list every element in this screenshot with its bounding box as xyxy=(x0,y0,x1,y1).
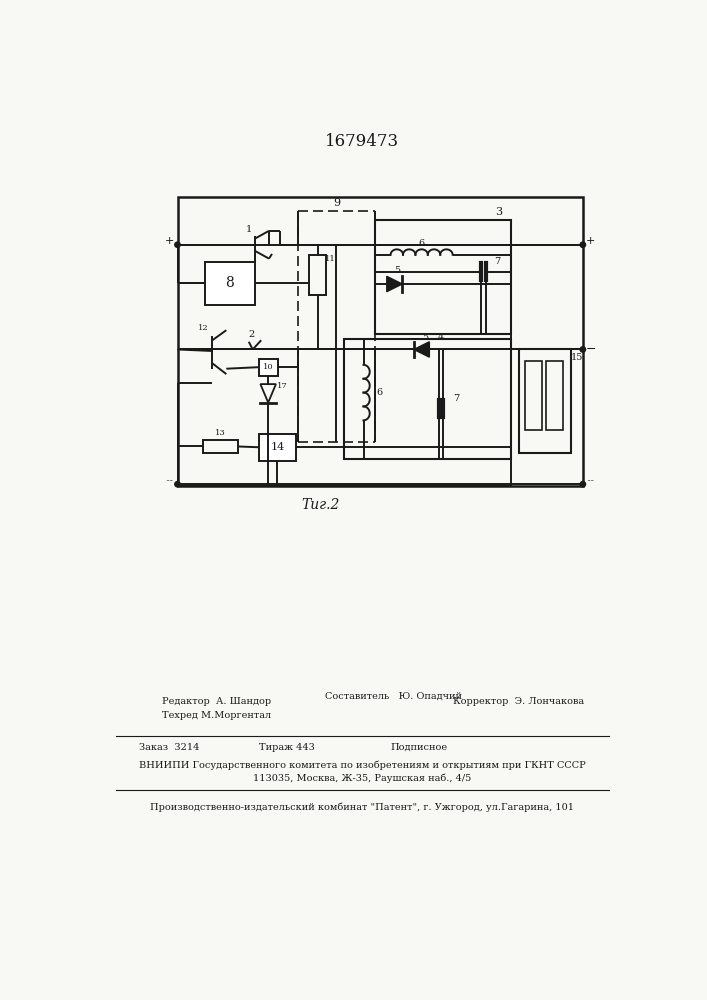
Bar xyxy=(547,361,563,430)
Text: 5: 5 xyxy=(394,266,400,275)
Text: Составитель   Ю. Опадчий: Составитель Ю. Опадчий xyxy=(325,691,462,700)
Text: 6: 6 xyxy=(419,239,425,248)
Text: ВНИИПИ Государственного комитета по изобретениям и открытиям при ГКНТ СССР: ВНИИПИ Государственного комитета по изоб… xyxy=(139,761,585,770)
Bar xyxy=(259,359,279,376)
Bar xyxy=(525,361,542,430)
Bar xyxy=(204,262,255,305)
Text: ¯¯: ¯¯ xyxy=(165,480,174,488)
Text: +: + xyxy=(165,236,175,246)
Text: Тираж 443: Тираж 443 xyxy=(259,743,315,752)
Text: 113035, Москва, Ж-35, Раушская наб., 4/5: 113035, Москва, Ж-35, Раушская наб., 4/5 xyxy=(253,774,471,783)
Text: +: + xyxy=(586,236,595,246)
Text: 13: 13 xyxy=(215,429,226,437)
Text: 17: 17 xyxy=(276,382,288,390)
Text: −: − xyxy=(585,343,596,356)
Text: 8: 8 xyxy=(225,276,234,290)
Text: 9: 9 xyxy=(333,198,340,208)
Text: 15: 15 xyxy=(571,353,583,362)
Circle shape xyxy=(175,242,180,247)
Text: Заказ  3214: Заказ 3214 xyxy=(139,743,199,752)
Bar xyxy=(177,197,583,486)
Text: 11: 11 xyxy=(325,255,336,263)
Text: 10: 10 xyxy=(263,363,274,371)
Circle shape xyxy=(580,482,585,487)
Text: 1: 1 xyxy=(245,225,252,234)
Bar xyxy=(259,434,296,461)
Bar xyxy=(309,255,327,295)
Text: Редактор  А. Шандор: Редактор А. Шандор xyxy=(162,697,271,706)
Polygon shape xyxy=(414,342,429,357)
Circle shape xyxy=(580,347,585,352)
Text: 12: 12 xyxy=(198,324,209,332)
Polygon shape xyxy=(387,276,402,292)
Text: 3: 3 xyxy=(496,207,503,217)
Text: 6: 6 xyxy=(376,388,382,397)
Text: Подписное: Подписное xyxy=(391,743,448,752)
Text: 7: 7 xyxy=(494,257,501,266)
Text: 5: 5 xyxy=(423,333,428,342)
Text: 1679473: 1679473 xyxy=(325,133,399,150)
Text: 7: 7 xyxy=(453,394,460,403)
Text: 14: 14 xyxy=(270,442,285,452)
Text: 2: 2 xyxy=(248,330,255,339)
Bar xyxy=(344,339,510,459)
Circle shape xyxy=(175,482,180,487)
Bar xyxy=(203,440,238,453)
Text: Техред М.Моргентал: Техред М.Моргентал xyxy=(162,711,271,720)
Text: 4: 4 xyxy=(438,333,444,342)
Text: Корректор  Э. Лончакова: Корректор Э. Лончакова xyxy=(452,697,584,706)
Text: ¯¯: ¯¯ xyxy=(586,480,595,488)
Bar xyxy=(375,220,510,334)
Text: Производственно-издательский комбинат "Патент", г. Ужгород, ул.Гагарина, 101: Производственно-издательский комбинат "П… xyxy=(150,803,574,812)
Circle shape xyxy=(580,242,585,247)
Bar xyxy=(518,349,571,453)
Text: Τиг.2: Τиг.2 xyxy=(302,498,340,512)
